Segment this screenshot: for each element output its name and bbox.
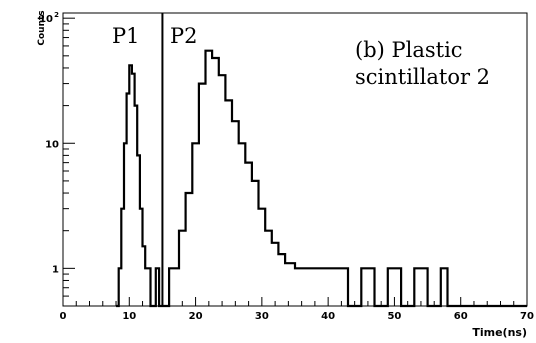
x-tick-label: 70: [520, 311, 534, 322]
y-tick-label: 10: [39, 14, 53, 25]
x-tick-label: 30: [255, 311, 269, 322]
y-tick-label-exponent: 2: [54, 11, 59, 19]
y-tick-label: 1: [52, 264, 59, 275]
x-tick-label: 50: [387, 311, 401, 322]
x-tick-label: 20: [189, 311, 203, 322]
x-axis-label: Time(ns): [472, 326, 527, 339]
p1-label: P1: [112, 24, 140, 48]
x-tick-label: 60: [454, 311, 468, 322]
caption-line-2: scintillator 2: [355, 65, 490, 89]
y-axis-label: Counts: [37, 10, 47, 45]
caption-line-1: (b) Plastic: [355, 38, 463, 62]
x-tick-label: 40: [321, 311, 335, 322]
x-tick-label: 10: [122, 311, 136, 322]
plot-frame: [62, 12, 528, 307]
x-tick-label: 0: [60, 311, 67, 322]
p2-label: P2: [170, 24, 198, 48]
y-tick-label: 10: [45, 139, 59, 150]
